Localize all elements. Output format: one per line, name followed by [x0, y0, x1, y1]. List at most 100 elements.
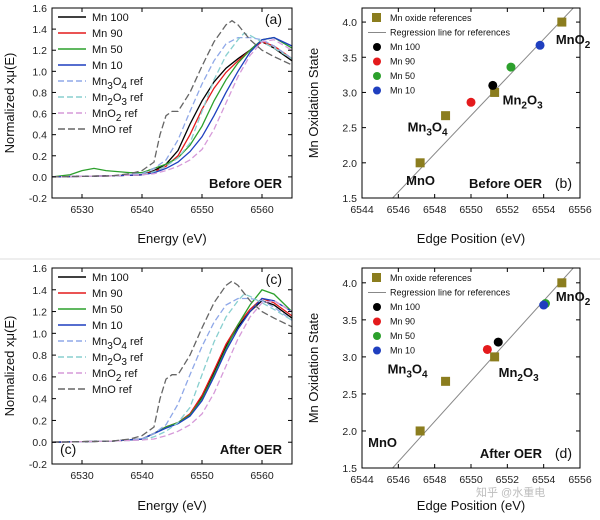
y-tick-label: 1.0	[32, 66, 47, 78]
ref-point-mn3o4	[441, 111, 451, 121]
legend-label: Mn oxide references	[390, 13, 472, 23]
panel-c: 6530 6540 6550 6560 -0.2 0.0 0.2 0.4 0.6 0.8 1.0 1.…	[2, 263, 293, 513]
ref-point-mno	[415, 426, 425, 436]
ref-annotation: Mn3O4	[388, 361, 428, 380]
series-line-mn2o3-ref	[52, 32, 292, 178]
y-tick-label: 1.2	[32, 307, 47, 319]
legend-label: Mn2O3 ref	[92, 352, 144, 368]
legend-dot-marker	[373, 332, 381, 340]
ref-annotation: MnO	[368, 435, 397, 450]
sample-point-mn-100	[488, 80, 498, 90]
x-tick-label: 6550	[190, 204, 214, 216]
x-tick-label: 6540	[130, 204, 154, 216]
legend-label: Mn 50	[390, 331, 415, 341]
y-tick-label: 0.6	[32, 372, 47, 384]
regression-line	[391, 8, 574, 198]
x-tick-label: 6552	[496, 474, 520, 486]
ref-annotation: MnO2	[556, 289, 591, 308]
series-group	[52, 280, 292, 443]
ref-annotation: MnO2	[556, 32, 591, 51]
corner-label: After OER	[220, 442, 283, 457]
series-line-mno2-ref	[52, 39, 292, 178]
series-group	[52, 19, 292, 178]
y-tick-label: 1.2	[32, 45, 47, 57]
y-axis-label: Normalized xμ(E)	[2, 316, 17, 417]
legend-dot-marker	[373, 303, 381, 311]
legend-label: Mn 100	[390, 302, 420, 312]
y-tick-label: 1.4	[32, 24, 47, 36]
y-tick-label: 2.0	[342, 158, 357, 170]
series-line-mn3o4-ref	[52, 36, 292, 178]
x-axis-label: Energy (eV)	[137, 231, 206, 246]
x-tick-label: 6530	[70, 204, 94, 216]
x-tick-label: 6550	[190, 470, 214, 482]
legend-label: MnO2 ref	[92, 368, 138, 384]
sample-point-mn-50	[506, 62, 516, 72]
y-tick-label: 0.2	[32, 415, 47, 427]
ref-annotation: Mn3O4	[408, 120, 448, 139]
x-tick-label: 6554	[532, 474, 556, 486]
legend-label: Mn oxide references	[390, 273, 472, 283]
ref-point-mno	[415, 158, 425, 168]
series-line-mn2o3-ref	[52, 293, 292, 443]
x-tick-label: 6550	[459, 204, 483, 216]
panel-label-alt: (c)	[60, 441, 76, 457]
legend-dot-marker	[373, 57, 381, 66]
x-tick-label: 6530	[70, 470, 94, 482]
legend-label: Mn 90	[390, 317, 415, 327]
legend-label: Mn3O4 ref	[92, 76, 144, 92]
legend-label: Mn 90	[92, 28, 123, 40]
y-axis-label: Mn Oxidation State	[306, 48, 321, 159]
sample-point-mn-10	[539, 300, 549, 310]
ref-annotation: Mn2O3	[503, 92, 543, 111]
x-tick-label: 6550	[459, 474, 483, 486]
sample-point-mn-100	[493, 337, 503, 347]
legend-label: MnO ref	[92, 384, 133, 396]
ref-point-mn2o3	[490, 87, 500, 97]
legend-dot-marker	[373, 72, 381, 80]
y-tick-label: 1.5	[342, 463, 357, 475]
legend-label: MnO ref	[92, 124, 133, 136]
y-tick-label: 1.5	[342, 193, 357, 205]
y-tick-label: 2.5	[342, 123, 357, 135]
x-tick-label: 6546	[387, 204, 411, 216]
sample-point-mn-90	[482, 344, 492, 354]
watermark: 知乎 @水重电	[476, 485, 545, 499]
panel-label: (a)	[265, 11, 282, 27]
y-tick-label: 0.6	[32, 109, 47, 121]
x-tick-label: 6544	[350, 204, 374, 216]
series-line-mno-ref	[52, 280, 292, 443]
series-line-mno2-ref	[52, 300, 292, 443]
legend-label: Mn 100	[390, 42, 420, 52]
y-tick-label: 3.0	[342, 87, 357, 99]
x-tick-label: 6556	[568, 204, 592, 216]
y-tick-label: 0.0	[32, 172, 47, 184]
x-tick-label: 6560	[250, 470, 274, 482]
ref-annotation: Mn2O3	[499, 365, 539, 384]
y-tick-label: 0.0	[32, 437, 47, 449]
legend-label: Mn 90	[92, 288, 123, 300]
x-tick-label: 6552	[496, 204, 520, 216]
panel-label: (d)	[555, 445, 572, 461]
x-axis-label: Energy (eV)	[137, 498, 206, 513]
x-tick-label: 6548	[423, 204, 447, 216]
y-tick-label: 0.8	[32, 87, 47, 99]
legend-label: Mn 10	[92, 60, 123, 72]
legend-label: Mn 100	[92, 12, 129, 24]
plot-frame	[51, 7, 293, 199]
corner-label: Before OER	[469, 176, 543, 191]
y-tick-label: 0.4	[32, 130, 47, 142]
x-tick-label: 6548	[423, 474, 447, 486]
ref-point-mno2	[557, 17, 567, 27]
legend-label: Mn 10	[390, 86, 415, 96]
panel-a: 6530 6540 6550 6560 -0.2 0.0 0.2 0.4 0.6 0.8 1.0 1.…	[2, 3, 293, 246]
y-tick-label: 2.0	[342, 426, 357, 438]
panel-label: (c)	[266, 271, 282, 287]
x-axis-label: Edge Position (eV)	[417, 498, 525, 513]
y-tick-label: -0.2	[29, 459, 47, 471]
legend-ref-marker	[372, 273, 381, 282]
legend-dot-marker	[373, 86, 381, 95]
legend-label: Mn 90	[390, 57, 415, 67]
